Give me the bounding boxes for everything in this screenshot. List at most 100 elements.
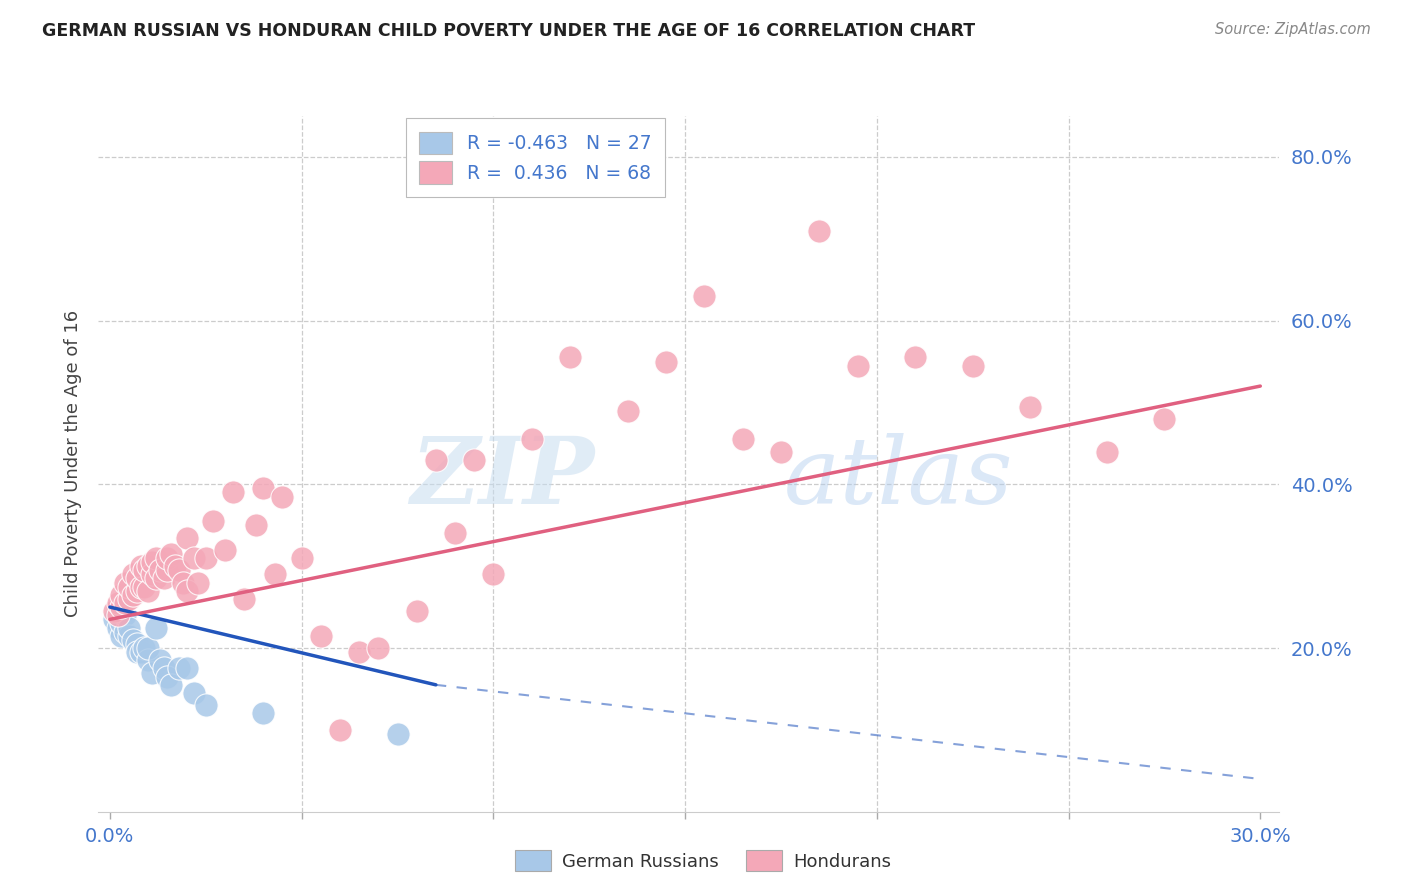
Point (107, 608, 129, 623)
Point (252, 482, 274, 496)
Point (693, 289, 716, 303)
Point (118, 580, 141, 594)
Point (176, 583, 198, 598)
Point (129, 580, 152, 594)
Point (145, 621, 167, 635)
Point (149, 563, 172, 577)
Point (405, 604, 427, 618)
Point (122, 632, 145, 647)
Point (114, 624, 136, 639)
Point (202, 514, 225, 528)
Point (160, 547, 183, 561)
Point (125, 571, 148, 585)
Point (107, 596, 129, 610)
Point (110, 588, 132, 602)
Point (233, 591, 256, 606)
Point (425, 452, 447, 467)
Point (221, 485, 243, 500)
Point (172, 575, 194, 590)
Point (129, 645, 152, 659)
Point (176, 531, 198, 545)
Point (558, 351, 581, 365)
Point (167, 563, 190, 577)
Point (110, 629, 132, 643)
Point (194, 698, 217, 713)
Point (347, 645, 370, 659)
Point (134, 580, 156, 594)
Point (156, 551, 179, 566)
Point (808, 223, 831, 237)
Point (1153, 412, 1175, 426)
Point (183, 551, 205, 566)
Point (482, 567, 505, 582)
Point (110, 616, 132, 631)
Point (252, 706, 274, 721)
Point (110, 600, 132, 615)
Point (167, 661, 190, 675)
Point (114, 575, 136, 590)
Point (103, 604, 125, 618)
Point (156, 670, 179, 684)
Point (129, 559, 152, 574)
Point (141, 665, 163, 680)
Point (114, 596, 136, 610)
Point (103, 612, 125, 626)
Point (769, 444, 792, 458)
Point (463, 452, 485, 467)
Point (125, 583, 148, 598)
Point (156, 563, 179, 577)
Point (309, 629, 332, 643)
Point (731, 432, 754, 446)
Point (1095, 444, 1118, 458)
Text: GERMAN RUSSIAN VS HONDURAN CHILD POVERTY UNDER THE AGE OF 16 CORRELATION CHART: GERMAN RUSSIAN VS HONDURAN CHILD POVERTY… (42, 22, 976, 40)
Point (114, 608, 136, 623)
Point (122, 567, 145, 582)
Y-axis label: Child Poverty Under the Age of 16: Child Poverty Under the Age of 16 (63, 310, 82, 617)
Point (136, 559, 159, 574)
Point (387, 727, 409, 741)
Point (152, 661, 174, 675)
Point (134, 563, 156, 577)
Point (655, 354, 678, 368)
Point (141, 555, 163, 569)
Point (136, 640, 159, 655)
Point (125, 645, 148, 659)
Point (271, 490, 294, 504)
Point (136, 653, 159, 667)
Point (194, 551, 217, 566)
Point (187, 575, 209, 590)
Point (141, 567, 163, 582)
Legend: R = -0.463   N = 27, R =  0.436   N = 68: R = -0.463 N = 27, R = 0.436 N = 68 (405, 119, 665, 197)
Point (329, 723, 352, 737)
Point (165, 559, 187, 574)
Point (904, 351, 927, 365)
Point (183, 686, 205, 700)
Point (176, 661, 198, 675)
Point (444, 526, 467, 541)
Point (122, 588, 145, 602)
Point (367, 640, 389, 655)
Point (962, 359, 984, 373)
Point (118, 629, 141, 643)
Point (214, 542, 236, 557)
Point (145, 571, 167, 585)
Point (149, 653, 172, 667)
Point (125, 637, 148, 651)
Point (846, 359, 869, 373)
Text: Source: ZipAtlas.com: Source: ZipAtlas.com (1215, 22, 1371, 37)
Point (136, 583, 159, 598)
Point (152, 571, 174, 585)
Point (245, 518, 267, 533)
Point (520, 432, 543, 446)
Point (616, 403, 638, 417)
Point (263, 567, 285, 582)
Point (134, 640, 156, 655)
Text: atlas: atlas (783, 433, 1012, 523)
Point (118, 621, 141, 635)
Point (107, 621, 129, 635)
Point (118, 591, 141, 606)
Point (160, 678, 183, 692)
Text: ZIP: ZIP (411, 433, 595, 523)
Point (145, 551, 167, 566)
Legend: German Russians, Hondurans: German Russians, Hondurans (508, 843, 898, 879)
